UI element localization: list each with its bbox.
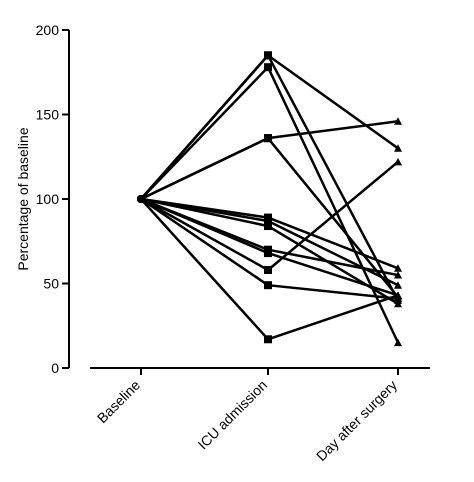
y-axis-title: Percentage of baseline bbox=[15, 127, 31, 270]
series-markers bbox=[137, 51, 402, 347]
data-point-square bbox=[264, 134, 272, 143]
data-point-square bbox=[264, 222, 272, 231]
data-point-square bbox=[264, 265, 272, 274]
series-lines bbox=[140, 54, 400, 344]
data-point-circle bbox=[137, 195, 145, 203]
data-point-triangle bbox=[394, 299, 402, 308]
y-tick-label: 0 bbox=[51, 360, 59, 376]
y-tick-label: 100 bbox=[36, 191, 60, 207]
data-point-triangle bbox=[394, 338, 402, 347]
data-point-square bbox=[264, 335, 272, 344]
data-point-square bbox=[264, 216, 272, 225]
data-point-triangle bbox=[394, 291, 402, 299]
data-point-square bbox=[264, 51, 272, 60]
axes: 0 50 100 150 200 Baseline ICU admission Day aft… bbox=[36, 22, 430, 464]
data-point-triangle bbox=[394, 271, 402, 279]
data-point-triangle bbox=[394, 264, 402, 272]
data-point-triangle bbox=[394, 157, 402, 166]
x-tick-label: Day after surgery bbox=[313, 377, 400, 464]
y-tick-label: 200 bbox=[36, 22, 60, 38]
data-point-square bbox=[264, 63, 272, 72]
data-point-triangle bbox=[394, 144, 402, 152]
data-point-triangle bbox=[394, 117, 402, 125]
data-point-triangle bbox=[394, 281, 402, 289]
series-line bbox=[140, 197, 399, 270]
data-point-square bbox=[264, 281, 272, 290]
y-tick-label: 50 bbox=[43, 276, 59, 292]
data-point-square bbox=[264, 249, 272, 258]
x-tick-label: Baseline bbox=[94, 377, 143, 426]
y-tick-label: 150 bbox=[36, 107, 60, 123]
x-tick-label: ICU admission bbox=[194, 377, 270, 453]
